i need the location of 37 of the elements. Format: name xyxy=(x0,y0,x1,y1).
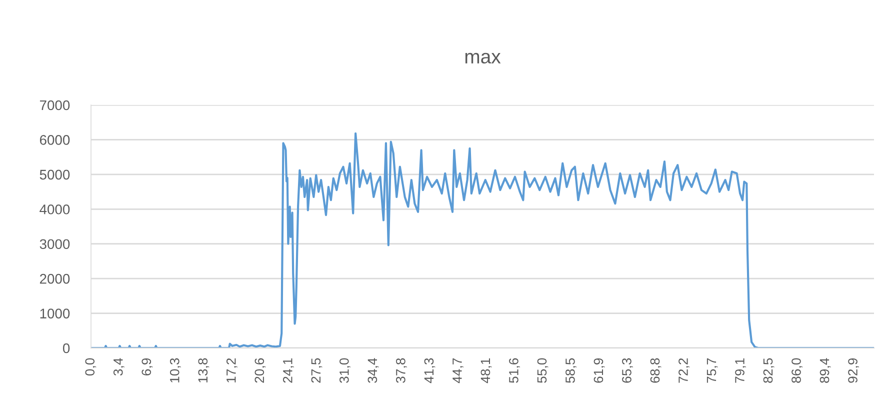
y-tick-label: 5000 xyxy=(40,170,70,180)
x-tick-label: 89,4 xyxy=(820,358,831,383)
x-tick-label: 79,1 xyxy=(735,358,746,383)
y-tick-label: 0 xyxy=(62,343,70,354)
chart-title: max xyxy=(465,52,501,64)
x-tick-label: 41,3 xyxy=(424,358,436,384)
x-tick-label: 0,0 xyxy=(85,358,96,376)
y-tick-label: 1000 xyxy=(40,308,70,318)
x-tick-label: 65,3 xyxy=(622,358,633,383)
x-tick-label: 86,0 xyxy=(792,358,802,383)
x-tick-label: 37,8 xyxy=(396,358,407,383)
x-tick-label: 92,9 xyxy=(848,358,859,383)
x-tick-label: 34,4 xyxy=(368,358,379,383)
y-tick-label: 7000 xyxy=(40,100,70,110)
x-tick-label: 13,8 xyxy=(198,358,210,382)
x-tick-label: 68,8 xyxy=(650,358,662,383)
y-tick-label: 6000 xyxy=(40,135,70,145)
x-tick-label: 51,6 xyxy=(509,358,520,383)
x-tick-label: 24,1 xyxy=(282,358,294,383)
x-tick-label: 44,7 xyxy=(452,358,464,384)
x-tick-label: 61,9 xyxy=(594,358,605,383)
x-tick-label: 10,3 xyxy=(170,358,181,382)
x-tick-label: 75,7 xyxy=(706,358,718,383)
x-tick-label: 55,0 xyxy=(537,358,548,383)
y-tick-label: 4000 xyxy=(40,204,70,214)
x-tick-label: 31,0 xyxy=(339,358,350,383)
x-tick-label: 82,5 xyxy=(763,358,774,383)
x-tick-label: 3,4 xyxy=(113,358,124,376)
x-tick-label: 6,9 xyxy=(142,358,153,376)
y-tick-label: 2000 xyxy=(40,274,70,284)
x-tick-label: 17,2 xyxy=(226,358,238,382)
x-tick-label: 20,6 xyxy=(254,358,266,383)
y-tick-label: 3000 xyxy=(40,239,70,250)
x-tick-label: 58,5 xyxy=(566,358,576,383)
x-tick-label: 48,1 xyxy=(480,358,492,384)
x-tick-label: 72,2 xyxy=(678,358,690,383)
x-tick-label: 27,5 xyxy=(311,358,322,383)
